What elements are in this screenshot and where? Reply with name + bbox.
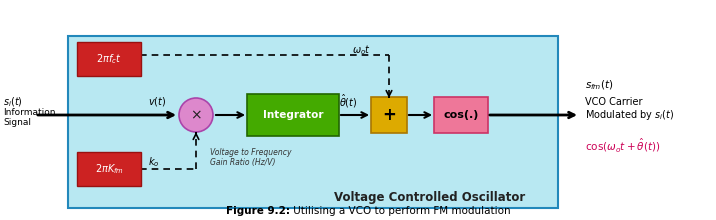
Text: $\cos(\omega_o t + \hat{\theta}(t))$: $\cos(\omega_o t + \hat{\theta}(t))$ [585,136,660,154]
Text: VCO Carrier: VCO Carrier [585,97,642,107]
Ellipse shape [179,98,213,132]
FancyBboxPatch shape [434,97,488,133]
Text: cos(.): cos(.) [443,110,479,120]
Text: Signal: Signal [3,117,31,126]
Text: $s_{fm}(t)$: $s_{fm}(t)$ [585,78,614,92]
FancyBboxPatch shape [77,152,141,186]
FancyBboxPatch shape [371,97,407,133]
Text: $\hat{\theta}(t)$: $\hat{\theta}(t)$ [339,93,358,110]
Text: Figure 9.2:: Figure 9.2: [226,206,290,216]
Text: Voltage to Frequency
Gain Ratio (Hz/V): Voltage to Frequency Gain Ratio (Hz/V) [210,148,291,167]
FancyBboxPatch shape [247,94,339,136]
Text: $\omega_o t$: $\omega_o t$ [352,43,371,57]
Text: $k_o$: $k_o$ [148,155,160,169]
FancyBboxPatch shape [77,42,141,76]
FancyBboxPatch shape [68,36,558,208]
Text: Voltage Controlled Oscillator: Voltage Controlled Oscillator [334,191,526,205]
Text: +: + [382,106,396,124]
Text: Information: Information [3,108,56,117]
Text: $\times$: $\times$ [190,108,202,122]
Text: $v(t)$: $v(t)$ [148,95,166,108]
Text: $s_i(t)$: $s_i(t)$ [3,95,23,109]
Text: Utilising a VCO to perform FM modulation: Utilising a VCO to perform FM modulation [290,206,511,216]
Text: Modulated by $s_i(t)$: Modulated by $s_i(t)$ [585,108,674,122]
Text: Integrator: Integrator [263,110,323,120]
Text: $2\pi f_c t$: $2\pi f_c t$ [96,52,122,66]
Text: $2\pi K_{fm}$: $2\pi K_{fm}$ [95,162,123,176]
